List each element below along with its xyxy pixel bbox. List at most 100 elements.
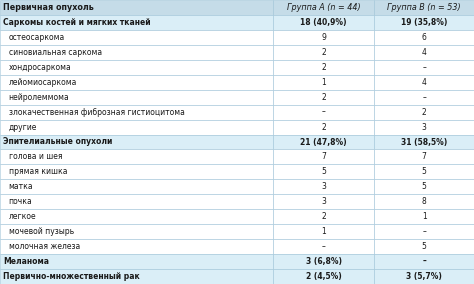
Text: синовиальная саркома: синовиальная саркома — [9, 48, 101, 57]
Text: 4: 4 — [422, 78, 427, 87]
Bar — [0, 269, 273, 284]
Bar — [0, 164, 273, 179]
Bar — [374, 179, 474, 194]
Text: 7: 7 — [321, 153, 326, 161]
Text: 19 (35,8%): 19 (35,8%) — [401, 18, 447, 27]
Text: 5: 5 — [422, 182, 427, 191]
Bar — [273, 30, 374, 45]
Text: 2: 2 — [321, 63, 326, 72]
Bar — [374, 135, 474, 149]
Text: Саркомы костей и мягких тканей: Саркомы костей и мягких тканей — [3, 18, 150, 27]
Bar — [273, 194, 374, 209]
Text: 2: 2 — [321, 212, 326, 221]
Bar — [0, 75, 273, 90]
Text: 2: 2 — [321, 48, 326, 57]
Text: Первичная опухоль: Первичная опухоль — [3, 3, 93, 12]
Bar — [0, 45, 273, 60]
Bar — [273, 269, 374, 284]
Text: 1: 1 — [422, 212, 427, 221]
Bar — [0, 0, 273, 15]
Text: 6: 6 — [422, 33, 427, 42]
Text: 4: 4 — [422, 48, 427, 57]
Text: 2: 2 — [422, 108, 427, 117]
Text: 3: 3 — [422, 123, 427, 131]
Bar — [374, 90, 474, 105]
Bar — [0, 179, 273, 194]
Bar — [0, 135, 273, 149]
Text: Первично-множественный рак: Первично-множественный рак — [3, 272, 140, 281]
Bar — [0, 149, 273, 164]
Bar — [273, 75, 374, 90]
Text: Меланома: Меланома — [3, 257, 49, 266]
Bar — [374, 15, 474, 30]
Text: 3 (6,8%): 3 (6,8%) — [306, 257, 341, 266]
Text: молочная железа: молочная железа — [9, 242, 80, 251]
Bar — [273, 120, 374, 135]
Text: лейомиосаркома: лейомиосаркома — [9, 78, 77, 87]
Text: 31 (58,5%): 31 (58,5%) — [401, 137, 447, 147]
Text: 5: 5 — [422, 242, 427, 251]
Bar — [0, 239, 273, 254]
Bar — [273, 105, 374, 120]
Text: злокачественная фиброзная гистиоцитома: злокачественная фиброзная гистиоцитома — [9, 108, 184, 117]
Bar — [374, 105, 474, 120]
Bar — [0, 209, 273, 224]
Text: голова и шея: голова и шея — [9, 153, 62, 161]
Bar — [0, 15, 273, 30]
Text: –: – — [321, 108, 326, 117]
Bar — [0, 90, 273, 105]
Bar — [0, 120, 273, 135]
Bar — [374, 30, 474, 45]
Text: 21 (47,8%): 21 (47,8%) — [300, 137, 347, 147]
Text: другие: другие — [9, 123, 37, 131]
Text: –: – — [422, 257, 426, 266]
Text: 18 (40,9%): 18 (40,9%) — [300, 18, 347, 27]
Bar — [273, 209, 374, 224]
Bar — [273, 135, 374, 149]
Bar — [273, 60, 374, 75]
Text: –: – — [422, 63, 426, 72]
Text: матка: матка — [9, 182, 33, 191]
Bar — [374, 194, 474, 209]
Bar — [0, 60, 273, 75]
Text: Группа A (n = 44): Группа A (n = 44) — [287, 3, 360, 12]
Text: 2: 2 — [321, 123, 326, 131]
Text: 3: 3 — [321, 182, 326, 191]
Text: остеосаркома: остеосаркома — [9, 33, 65, 42]
Text: –: – — [321, 242, 326, 251]
Bar — [374, 0, 474, 15]
Bar — [374, 164, 474, 179]
Bar — [374, 60, 474, 75]
Text: мочевой пузырь: мочевой пузырь — [9, 227, 73, 236]
Bar — [273, 164, 374, 179]
Bar — [273, 149, 374, 164]
Bar — [374, 239, 474, 254]
Text: –: – — [422, 93, 426, 102]
Bar — [273, 90, 374, 105]
Text: –: – — [422, 227, 426, 236]
Bar — [374, 45, 474, 60]
Bar — [374, 209, 474, 224]
Text: 7: 7 — [422, 153, 427, 161]
Bar — [273, 15, 374, 30]
Text: 8: 8 — [422, 197, 427, 206]
Text: хондросаркома: хондросаркома — [9, 63, 71, 72]
Bar — [374, 120, 474, 135]
Text: 3 (5,7%): 3 (5,7%) — [406, 272, 442, 281]
Bar — [0, 224, 273, 239]
Bar — [374, 149, 474, 164]
Bar — [273, 224, 374, 239]
Bar — [273, 179, 374, 194]
Text: почка: почка — [9, 197, 32, 206]
Text: 1: 1 — [321, 227, 326, 236]
Bar — [0, 105, 273, 120]
Text: 3: 3 — [321, 197, 326, 206]
Text: Эпителиальные опухоли: Эпителиальные опухоли — [3, 137, 112, 147]
Text: легкое: легкое — [9, 212, 36, 221]
Text: прямая кишка: прямая кишка — [9, 167, 67, 176]
Bar — [374, 269, 474, 284]
Bar — [0, 30, 273, 45]
Text: 2 (4,5%): 2 (4,5%) — [306, 272, 341, 281]
Text: нейролеммома: нейролеммома — [9, 93, 69, 102]
Bar — [374, 75, 474, 90]
